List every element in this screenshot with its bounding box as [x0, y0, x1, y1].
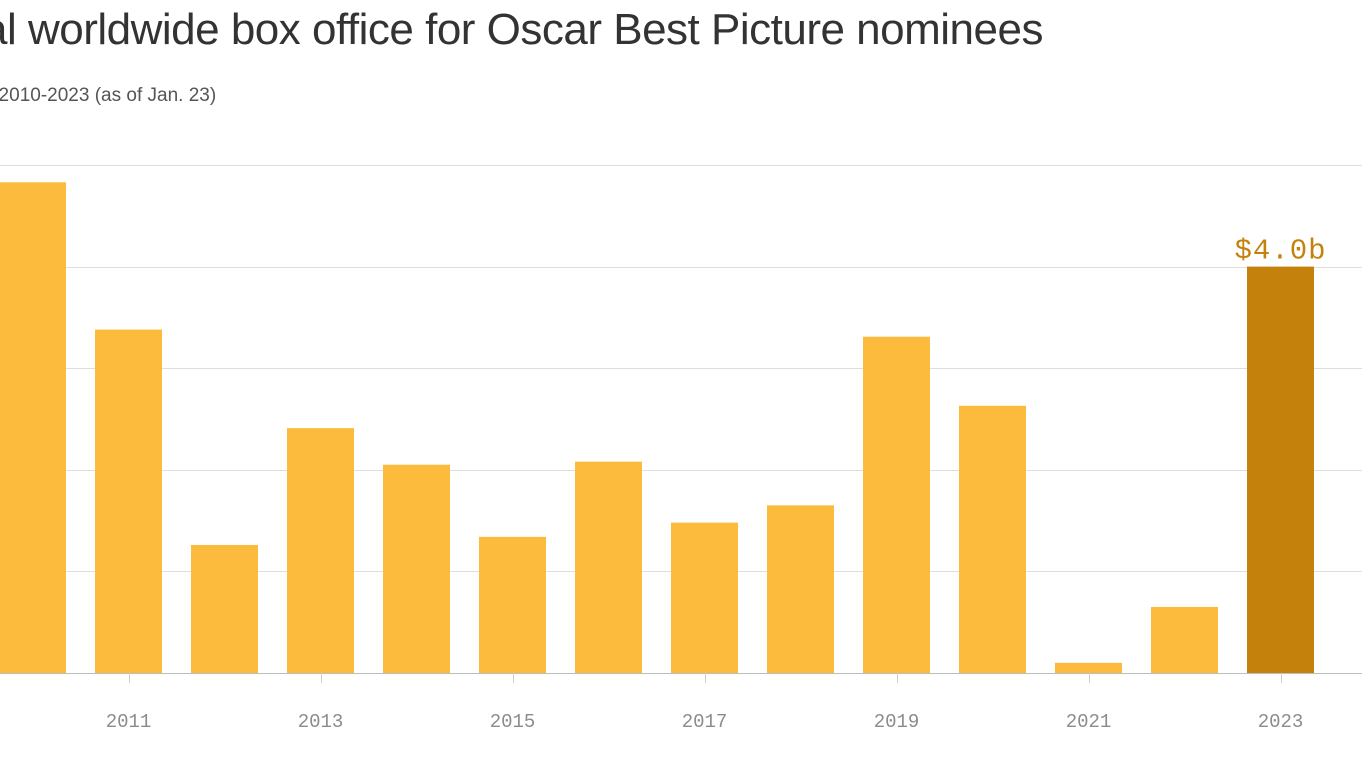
data-labels: $4.0b — [1234, 235, 1326, 268]
bar-2023 — [1247, 266, 1314, 673]
bar-2020 — [959, 405, 1026, 673]
data-label-2023: $4.0b — [1234, 235, 1326, 268]
tick-label-2013: 2013 — [298, 711, 344, 733]
bar-2018 — [767, 505, 834, 673]
gridlines — [0, 165, 1362, 572]
chart-title: al worldwide box office for Oscar Best P… — [0, 5, 1043, 54]
tick-label-2023: 2023 — [1258, 711, 1304, 733]
bar-2015 — [479, 536, 546, 673]
bar-2016 — [575, 461, 642, 673]
bar-2019 — [863, 336, 930, 673]
tick-label-2011: 2011 — [106, 711, 152, 733]
x-axis: 2011 2013 2015 2017 2019 2021 2023 — [0, 673, 1362, 733]
bar-2022 — [1151, 606, 1218, 673]
chart-subtitle: , 2010-2023 (as of Jan. 23) — [0, 85, 217, 106]
bar-2021 — [1055, 662, 1122, 673]
bar-2010 — [0, 182, 66, 673]
bar-2013 — [287, 428, 354, 673]
tick-label-2019: 2019 — [874, 711, 920, 733]
tick-label-2021: 2021 — [1066, 711, 1112, 733]
bar-2012 — [191, 544, 258, 673]
tick-label-2017: 2017 — [682, 711, 728, 733]
bar-2017 — [671, 522, 738, 673]
bars — [0, 182, 1314, 673]
bar-2011 — [95, 329, 162, 673]
bar-2014 — [383, 464, 450, 673]
tick-label-2015: 2015 — [490, 711, 536, 733]
